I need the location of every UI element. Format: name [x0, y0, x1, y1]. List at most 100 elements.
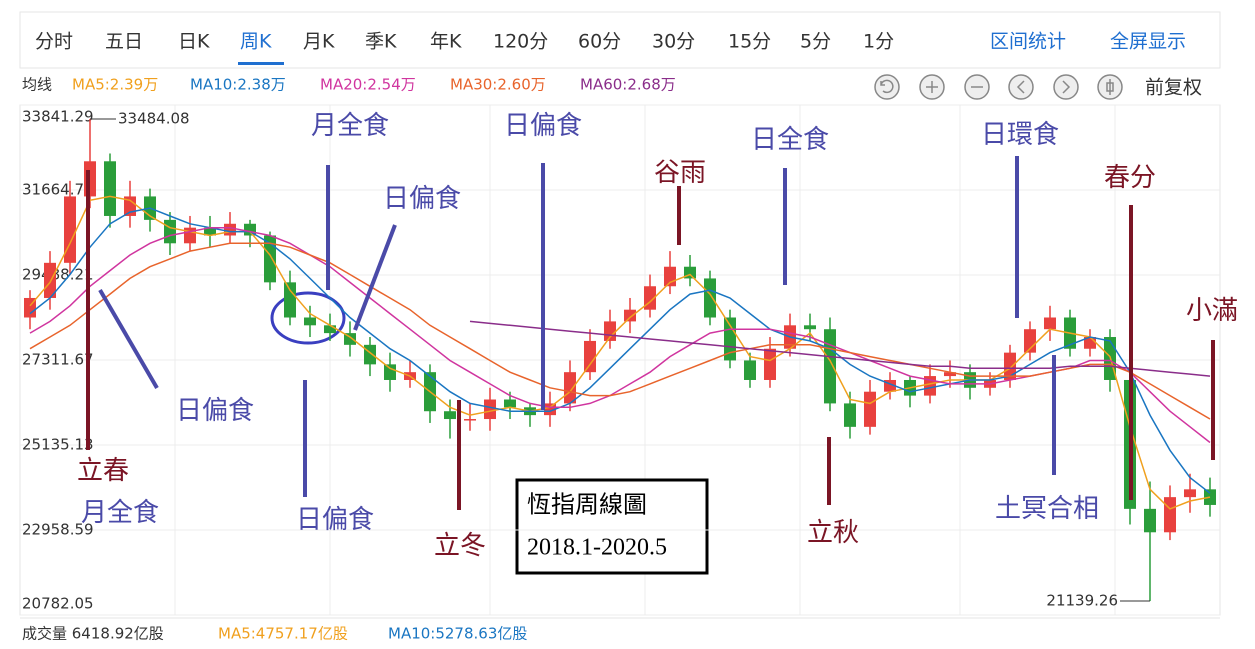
tab[interactable]: 月K	[303, 31, 335, 53]
candle-body	[224, 223, 236, 236]
candle-body	[744, 360, 756, 380]
tool-icons	[874, 74, 1123, 100]
annotation: 土冥合相	[995, 494, 1099, 523]
candle-body	[324, 325, 336, 334]
volume-ma5: MA5:4757.17亿股	[218, 625, 348, 643]
candle-body	[1184, 489, 1196, 498]
candle-body	[484, 399, 496, 420]
y-tick-label: 29488.21	[22, 266, 94, 284]
candle-body	[704, 278, 716, 318]
ma-line	[29, 242, 1211, 420]
tab[interactable]: 周K	[240, 31, 272, 53]
candle-body	[884, 379, 896, 392]
highlight-ellipse	[270, 291, 346, 345]
annotation: 日環食	[981, 120, 1059, 149]
caption-box	[515, 478, 709, 575]
ma-line	[29, 226, 1211, 444]
undo-icon[interactable]	[874, 74, 900, 100]
tab[interactable]: 五日	[105, 31, 143, 53]
tab[interactable]: 5分	[800, 31, 831, 53]
annotation: 日偏食	[296, 505, 374, 534]
volume-ma10: MA10:5278.63亿股	[388, 625, 527, 643]
annotation: 月全食	[311, 111, 389, 140]
tab[interactable]: 120分	[493, 31, 548, 53]
annotation: 春分	[1104, 163, 1156, 192]
candle-body	[244, 223, 256, 236]
candle-body	[104, 161, 116, 216]
tab[interactable]: 分时	[35, 31, 73, 53]
candle-body	[944, 372, 956, 377]
legend-entry: MA30:2.60万	[450, 76, 546, 94]
tab[interactable]: 日K	[178, 31, 210, 53]
y-tick-label: 33841.29	[22, 108, 94, 126]
candle-body	[764, 348, 776, 380]
legend-entry: MA5:2.39万	[72, 76, 158, 94]
annotation: 日偏食	[504, 111, 582, 140]
right-icon[interactable]	[1053, 74, 1079, 100]
candle-body	[164, 219, 176, 244]
annotation: 立冬	[434, 531, 486, 560]
candle-body	[444, 411, 456, 420]
action-button[interactable]: 全屏显示	[1110, 31, 1186, 53]
annotation: 立春	[77, 456, 129, 485]
annotation-line	[98, 288, 159, 390]
undo-glyph	[880, 79, 894, 94]
ma-line	[29, 207, 1211, 494]
tab[interactable]: 1分	[863, 31, 894, 53]
candle-body	[544, 403, 556, 416]
candle-body	[464, 419, 476, 421]
candle-body	[64, 196, 76, 263]
candle-body	[344, 333, 356, 345]
candle-body	[824, 329, 836, 404]
toolbar-frame	[19, 11, 1221, 69]
legend-entry: MA10:2.38万	[190, 76, 286, 94]
annotation: 月全食	[81, 498, 159, 527]
candle-body	[364, 344, 376, 365]
adjust-toggle[interactable]: 前复权	[1145, 77, 1202, 99]
tab[interactable]: 60分	[578, 31, 621, 53]
low-marker-label: 21139.26	[1046, 592, 1118, 610]
tab[interactable]: 年K	[430, 31, 462, 53]
icon-glyphs	[926, 79, 1114, 95]
candle-body	[624, 309, 636, 322]
candle-body	[204, 227, 216, 236]
candle-body	[804, 325, 816, 330]
candle-body	[724, 317, 736, 361]
y-tick-label: 31664.75	[22, 181, 94, 199]
annotation: 日全食	[751, 125, 829, 154]
caption-range: 2018.1-2020.5	[527, 535, 667, 561]
y-tick-label: 20782.05	[22, 595, 94, 613]
candle-body	[684, 266, 696, 279]
annotation-line	[353, 224, 397, 331]
y-tick-label: 25135.13	[22, 436, 94, 454]
candle-body	[844, 403, 856, 427]
tab[interactable]: 30分	[652, 31, 695, 53]
candle-body	[864, 391, 876, 427]
candle-body	[1164, 497, 1176, 533]
left-icon[interactable]	[1008, 74, 1034, 100]
candle-body	[284, 282, 296, 318]
candle-body	[1084, 337, 1096, 349]
tab[interactable]: 15分	[728, 31, 771, 53]
candle-body	[584, 340, 596, 373]
candle-body	[304, 317, 316, 326]
action-button[interactable]: 区间统计	[990, 31, 1066, 53]
candle-body	[44, 262, 56, 298]
high-marker-label: 33484.08	[118, 109, 190, 127]
annotation: 日偏食	[383, 184, 461, 213]
volume-label: 成交量 6418.92亿股	[22, 625, 164, 643]
candle-body	[384, 364, 396, 380]
ma-label: 均线	[22, 76, 52, 94]
candle-body	[564, 372, 576, 404]
candle-body	[1144, 508, 1156, 533]
annotation: 小滿	[1186, 296, 1238, 325]
annotation: 日偏食	[176, 396, 254, 425]
candle-body	[504, 399, 516, 408]
annotation: 立秋	[807, 518, 859, 547]
ma-line	[29, 195, 1211, 510]
legend-entry: MA20:2.54万	[320, 76, 416, 94]
annotation: 谷雨	[654, 158, 706, 187]
candle-body	[264, 235, 276, 283]
tab[interactable]: 季K	[365, 31, 397, 53]
